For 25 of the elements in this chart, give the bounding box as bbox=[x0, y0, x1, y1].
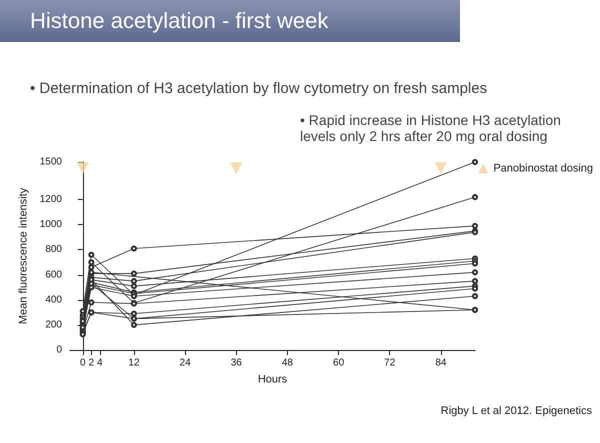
x-tick-label: 48 bbox=[282, 358, 294, 368]
x-tick-label: 84 bbox=[435, 358, 447, 368]
y-tick-label: 400 bbox=[45, 294, 62, 306]
legend-label: Panobinostat dosing bbox=[493, 162, 593, 174]
y-tick-label: 1200 bbox=[40, 194, 62, 206]
y-tick-label: 200 bbox=[45, 319, 62, 330]
chart-subtitle: • Determination of H3 acetylation by flow cytometry on fresh samples bbox=[30, 80, 488, 97]
x-tick-label: 0 bbox=[80, 358, 86, 368]
y-tick-label: 600 bbox=[45, 269, 62, 280]
y-tick-label: 1500 bbox=[40, 156, 62, 168]
x-tick-label: 36 bbox=[230, 358, 242, 368]
x-tick-label: 2 bbox=[88, 358, 95, 368]
x-tick-label: 12 bbox=[128, 358, 140, 368]
text: Rigby L et al 2012. Epigenetics bbox=[440, 405, 592, 417]
y-tick-label: 800 bbox=[45, 244, 62, 256]
x-tick-label: 4 bbox=[97, 358, 104, 368]
text: • Rapid increase in Histone H3 acetylation levels only 2 hrs after 20 mg oral dosing bbox=[300, 112, 562, 144]
chart-title: Histone acetylation - first week bbox=[0, 0, 460, 42]
x-axis-title: Hours bbox=[258, 374, 288, 386]
y-axis-title: Mean fluorescence intensity bbox=[17, 187, 30, 324]
x-tick-label: 24 bbox=[180, 358, 192, 368]
x-tick-label: 60 bbox=[333, 358, 345, 368]
y-tick-label: 0 bbox=[56, 344, 62, 356]
y-tick-label: 1000 bbox=[40, 219, 62, 230]
x-tick-label: 72 bbox=[384, 358, 396, 368]
